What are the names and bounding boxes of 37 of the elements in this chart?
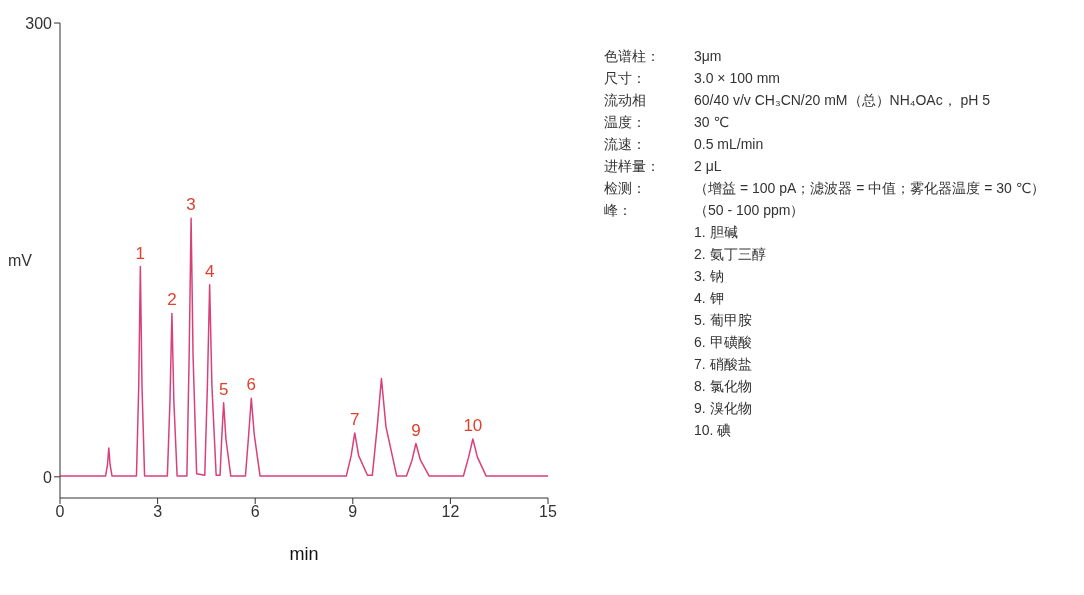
- y-axis-title: mV: [8, 252, 33, 270]
- x-axis-title: min: [289, 544, 319, 564]
- text: 温度： 30 ℃: [604, 114, 730, 130]
- annotation: 6: [246, 375, 257, 395]
- text: 流动相 60/40 v/v CH₃CN/20 mM（总）NH₄OAc， pH 5: [604, 92, 991, 108]
- annotation: 9: [411, 420, 421, 440]
- x-tick-label: 12: [441, 503, 460, 521]
- x-tick-label: 3: [153, 503, 163, 521]
- text: 9. 溴化物: [694, 399, 753, 418]
- x-tick-label: 9: [348, 503, 358, 521]
- text: 检测： （增益 = 100 pA；滤波器 = 中值；雾化器温度 = 30 ℃）: [604, 180, 1046, 196]
- annotation: 1: [135, 243, 146, 263]
- text: 3. 钠: [694, 267, 725, 286]
- text: 尺寸： 3.0 × 100 mm: [604, 70, 780, 86]
- annotation: 5: [218, 379, 229, 399]
- text: 流速： 0.5 mL/min: [604, 136, 764, 152]
- text: 10. 碘: [694, 421, 733, 440]
- text: 色谱柱： 3μm: [604, 48, 722, 64]
- line-series: [60, 217, 548, 477]
- text: 8. 氯化物: [694, 377, 753, 396]
- text: 6. 甲磺酸: [694, 333, 753, 352]
- text: 1. 胆碱: [694, 223, 739, 242]
- annotation: 2: [167, 290, 177, 310]
- x-tick-label: 15: [539, 503, 557, 521]
- text: 4. 钾: [694, 289, 725, 308]
- text: 进样量： 2 μL: [604, 158, 722, 174]
- x-tick-label: 6: [250, 503, 260, 521]
- annotation: 4: [204, 261, 215, 281]
- annotation: 7: [350, 409, 360, 429]
- text: 2. 氨丁三醇: [694, 245, 767, 264]
- text: 峰： （50 - 100 ppm）: [604, 202, 805, 218]
- text: 5. 葡甲胺: [694, 311, 753, 330]
- y-tick-label: 300: [25, 14, 53, 32]
- text: 7. 硝酸盐: [694, 355, 753, 374]
- x-tick-label: 0: [55, 503, 65, 521]
- annotation: 10: [463, 416, 483, 435]
- annotation: 3: [186, 195, 196, 215]
